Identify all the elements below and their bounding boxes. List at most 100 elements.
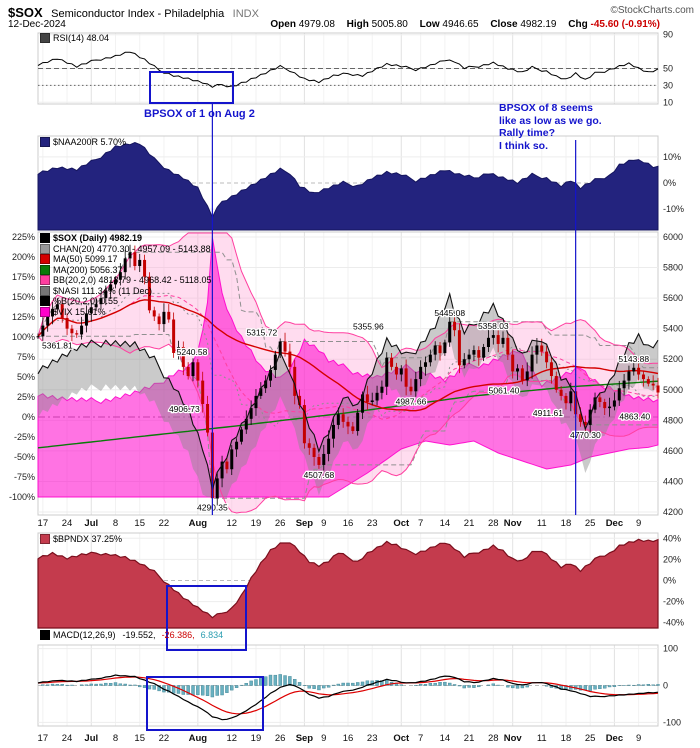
svg-text:14: 14 [440,518,451,529]
svg-text:5400: 5400 [663,324,683,334]
svg-text:-100: -100 [663,717,681,727]
svg-text:Nov: Nov [504,518,523,529]
svg-text:30: 30 [663,80,673,90]
svg-text:19: 19 [251,733,262,744]
svg-text:-25%: -25% [14,432,35,442]
svg-text:-75%: -75% [14,472,35,482]
svg-text:50%: 50% [17,372,35,382]
macd-legend-icon [40,630,50,640]
svg-text:11: 11 [537,518,547,529]
svg-text:125%: 125% [12,312,35,322]
svg-text:26: 26 [275,733,286,744]
svg-text:4911.61: 4911.61 [533,408,563,418]
macd-hist-value: 6.834 [200,629,224,640]
svg-text:Aug: Aug [189,518,208,529]
svg-text:6000: 6000 [663,232,683,242]
svg-text:25: 25 [585,733,596,744]
svg-text:100%: 100% [12,332,35,342]
svg-text:14: 14 [440,733,451,744]
svg-text:17: 17 [38,518,49,529]
svg-text:5240.58: 5240.58 [177,347,208,357]
svg-text:40%: 40% [663,533,681,543]
vix-legend-icon [40,307,50,317]
svg-text:8: 8 [113,733,118,744]
rsi-legend: RSI(14) 48.04 [40,33,109,43]
svg-text:5800: 5800 [663,263,683,273]
svg-text:-10%: -10% [663,204,684,214]
svg-text:7: 7 [418,733,423,744]
svg-text:Jul: Jul [84,733,98,744]
bpndx-legend-icon [40,534,50,544]
ma200-legend-icon [40,265,50,275]
svg-text:24: 24 [62,518,73,529]
svg-text:17: 17 [38,733,49,744]
svg-text:100: 100 [663,644,678,654]
quote-open: Open 4979.08 [270,19,335,30]
svg-text:225%: 225% [12,232,35,242]
exchange-label: INDX [232,8,259,20]
svg-text:11: 11 [537,733,547,744]
svg-text:75%: 75% [17,352,35,362]
svg-text:22: 22 [159,518,170,529]
svg-text:4200: 4200 [663,507,683,517]
svg-text:4987.66: 4987.66 [396,397,427,407]
svg-text:8: 8 [113,518,118,529]
svg-text:16: 16 [343,518,354,529]
svg-text:5358.03: 5358.03 [478,321,509,331]
svg-text:28: 28 [488,733,499,744]
bpndx-legend: $BPNDX 37.25% [40,534,122,544]
svg-text:12: 12 [226,518,237,529]
svg-text:23: 23 [367,733,378,744]
ma50-legend-icon [40,254,50,264]
legend-ma50: MA(50) 5099.17 [40,254,118,264]
svg-text:9: 9 [636,518,641,529]
legend-ma200: MA(200) 5056.37 [40,265,123,275]
quote-close: Close 4982.19 [490,19,557,30]
svg-text:21: 21 [464,518,475,529]
bb-legend-icon [40,275,50,285]
symbol-name: Semiconductor Index - Philadelphia [51,8,225,20]
svg-text:150%: 150% [12,292,35,302]
svg-text:20%: 20% [663,554,681,564]
annotation-aug2-note: BPSOX of 1 on Aug 2 [144,108,255,120]
svg-text:-20%: -20% [663,597,684,607]
svg-text:10: 10 [663,97,673,107]
sox-legend-icon [40,233,50,243]
svg-text:4770.30: 4770.30 [570,430,601,440]
svg-text:10%: 10% [663,152,681,162]
svg-text:7: 7 [418,518,423,529]
legend-nasi: $NASI 111.34% (11 Dec) [40,286,152,296]
svg-text:5143.88: 5143.88 [618,354,649,364]
svg-text:5600: 5600 [663,293,683,303]
svg-text:50: 50 [663,64,673,74]
svg-text:24: 24 [62,733,73,744]
quote-high: High 5005.80 [346,19,408,30]
quote-low: Low 4946.65 [419,19,479,30]
svg-text:5000: 5000 [663,385,683,395]
legend-bb: BB(20,2,0) 4818.79 - 4968.42 - 5118.05 [40,275,211,285]
svg-text:200%: 200% [12,252,35,262]
quote-row: Open 4979.08 High 5005.80 Low 4946.65 Cl… [261,19,660,30]
svg-text:4507.68: 4507.68 [304,470,335,480]
svg-text:Sep: Sep [296,518,314,529]
chan-legend-icon [40,244,50,254]
rsi-legend-icon [40,33,50,43]
svg-text:0: 0 [663,681,668,691]
macd-signal-value: -26.386, [161,629,195,640]
svg-text:5315.72: 5315.72 [246,328,277,338]
svg-text:26: 26 [275,518,286,529]
svg-text:0%: 0% [663,178,676,188]
macd-value: -19.552, [122,629,156,640]
svg-text:4600: 4600 [663,446,683,456]
svg-text:9: 9 [636,733,641,744]
quote-change: Chg -45.60 (-0.91%) [568,19,660,30]
legend-percent-b: %B(20,2,0) 0.55 [40,296,118,306]
nasi-legend-icon [40,286,50,296]
svg-text:Dec: Dec [606,733,623,744]
svg-text:5355.96: 5355.96 [353,321,384,331]
svg-text:9: 9 [321,518,326,529]
svg-text:Sep: Sep [296,733,314,744]
svg-text:18: 18 [561,518,572,529]
